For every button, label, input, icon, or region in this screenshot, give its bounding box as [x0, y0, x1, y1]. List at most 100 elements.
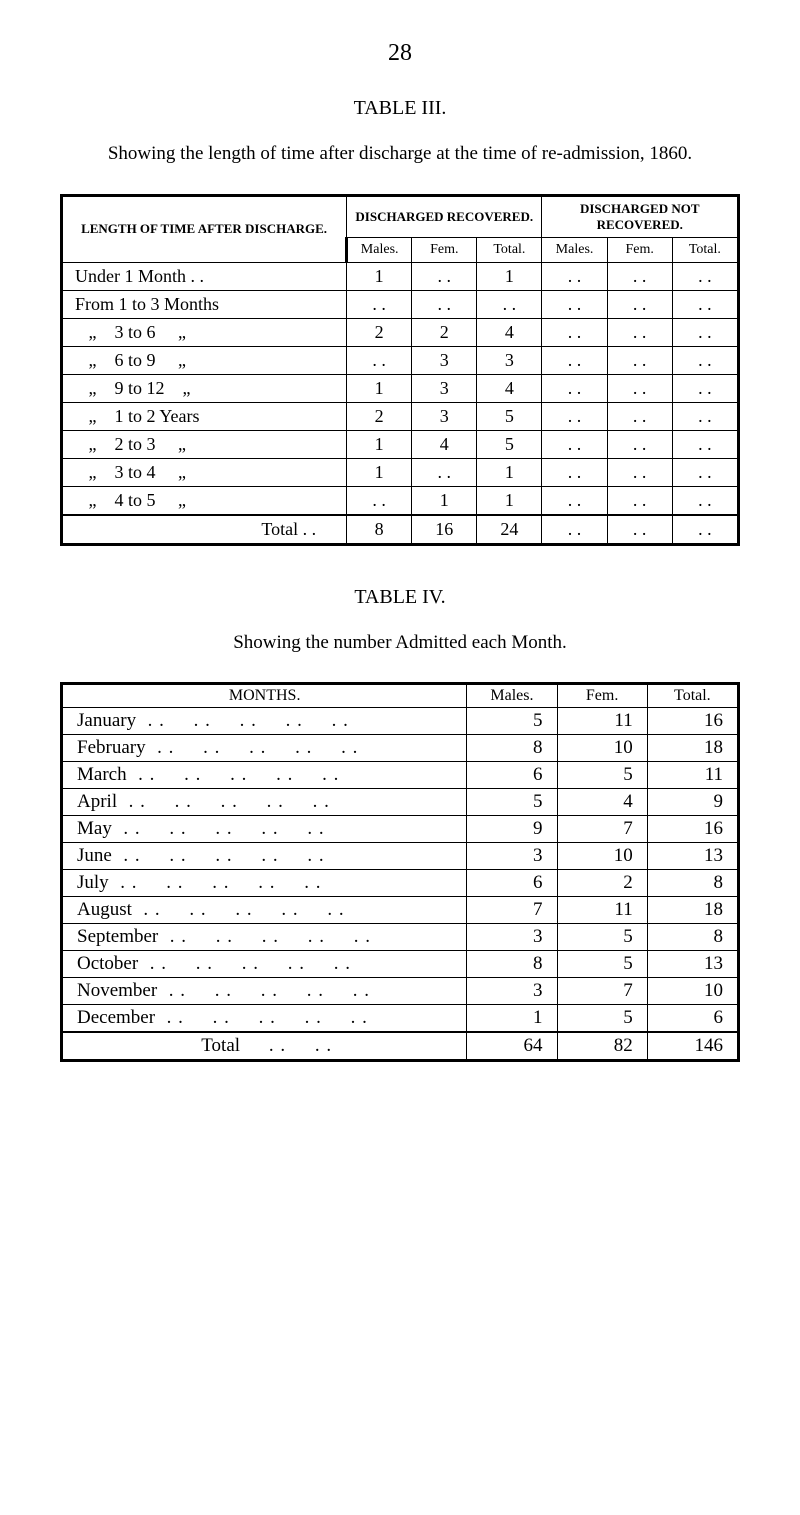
table-row: „ 6 to 9 „. .33. .. .. .	[62, 346, 739, 374]
cell-value: 3	[412, 374, 477, 402]
t3-sub-fem: Fem.	[412, 237, 477, 262]
cell-value: . .	[347, 486, 412, 515]
cell-value: . .	[412, 262, 477, 290]
cell-value: . .	[607, 486, 672, 515]
cell-value: 11	[647, 762, 738, 789]
t3-sub-fem2: Fem.	[607, 237, 672, 262]
t3-rec-head: DISCHARGED RECOVERED.	[347, 195, 542, 237]
month-label: October	[62, 951, 467, 978]
table-row: January51116	[62, 708, 739, 735]
cell-value: 5	[477, 402, 542, 430]
cell-value: . .	[607, 402, 672, 430]
cell-value: . .	[672, 458, 738, 486]
cell-value: . .	[607, 458, 672, 486]
month-label: January	[62, 708, 467, 735]
table-row: July628	[62, 870, 739, 897]
cell-value: 10	[647, 978, 738, 1005]
cell-value: 5	[477, 430, 542, 458]
month-label: May	[62, 816, 467, 843]
t3-sub-males: Males.	[347, 237, 412, 262]
table-row: „ 3 to 4 „1. .1. .. .. .	[62, 458, 739, 486]
cell-value: 5	[467, 789, 557, 816]
t4-col-fem: Fem.	[557, 684, 647, 708]
cell-value: 11	[557, 708, 647, 735]
cell-value: 3	[467, 978, 557, 1005]
table-row: November3710	[62, 978, 739, 1005]
cell-value: 8	[347, 515, 412, 545]
table-row: March6511	[62, 762, 739, 789]
t4-col-males: Males.	[467, 684, 557, 708]
cell-value: . .	[542, 402, 607, 430]
row-label: Under 1 Month . .	[62, 262, 347, 290]
cell-value: 1	[347, 262, 412, 290]
table-row: December156	[62, 1005, 739, 1033]
cell-value: . .	[607, 374, 672, 402]
total-label: Total	[62, 1032, 467, 1061]
cell-value: . .	[672, 262, 738, 290]
cell-value: 16	[412, 515, 477, 545]
cell-value: 2	[557, 870, 647, 897]
table4-heading: TABLE IV.	[60, 586, 740, 609]
cell-value: . .	[542, 430, 607, 458]
cell-value: 18	[647, 735, 738, 762]
cell-value: 64	[467, 1032, 557, 1061]
table-row: „ 4 to 5 „. .11. .. .. .	[62, 486, 739, 515]
table-row: „ 1 to 2 Years235. .. .. .	[62, 402, 739, 430]
row-label: „ 3 to 4 „	[62, 458, 347, 486]
cell-value: . .	[607, 318, 672, 346]
cell-value: 11	[557, 897, 647, 924]
total-label: Total . .	[62, 515, 347, 545]
cell-value: . .	[672, 430, 738, 458]
cell-value: 16	[647, 708, 738, 735]
table4: MONTHS. Males. Fem. Total. January51116F…	[60, 682, 740, 1062]
cell-value: 10	[557, 735, 647, 762]
row-label: „ 3 to 6 „	[62, 318, 347, 346]
cell-value: 6	[467, 870, 557, 897]
cell-value: 8	[647, 924, 738, 951]
cell-value: 9	[647, 789, 738, 816]
cell-value: 9	[467, 816, 557, 843]
month-label: August	[62, 897, 467, 924]
total-row: Total6482146	[62, 1032, 739, 1061]
month-label: April	[62, 789, 467, 816]
cell-value: . .	[542, 515, 607, 545]
page-number: 28	[60, 40, 740, 67]
cell-value: . .	[542, 290, 607, 318]
cell-value: 4	[477, 374, 542, 402]
cell-value: . .	[347, 290, 412, 318]
table-row: „ 3 to 6 „224. .. .. .	[62, 318, 739, 346]
cell-value: . .	[672, 290, 738, 318]
cell-value: 1	[412, 486, 477, 515]
t4-col-months: MONTHS.	[62, 684, 467, 708]
cell-value: 1	[477, 486, 542, 515]
total-row: Total . .81624. .. .. .	[62, 515, 739, 545]
cell-value: 8	[467, 735, 557, 762]
cell-value: 24	[477, 515, 542, 545]
t3-notrec-head: DISCHARGED NOT RECOVERED.	[542, 195, 739, 237]
cell-value: 3	[412, 402, 477, 430]
cell-value: . .	[672, 374, 738, 402]
cell-value: 1	[477, 262, 542, 290]
cell-value: . .	[542, 458, 607, 486]
cell-value: . .	[672, 486, 738, 515]
month-label: February	[62, 735, 467, 762]
cell-value: . .	[607, 430, 672, 458]
row-label: „ 6 to 9 „	[62, 346, 347, 374]
row-label: „ 9 to 12 „	[62, 374, 347, 402]
month-label: September	[62, 924, 467, 951]
table3-caption: Showing the length of time after dischar…	[90, 140, 710, 169]
t4-col-total: Total.	[647, 684, 738, 708]
t3-sub-males2: Males.	[542, 237, 607, 262]
cell-value: 2	[412, 318, 477, 346]
table-row: „ 9 to 12 „134. .. .. .	[62, 374, 739, 402]
row-label: From 1 to 3 Months	[62, 290, 347, 318]
month-label: November	[62, 978, 467, 1005]
cell-value: 1	[347, 374, 412, 402]
cell-value: 13	[647, 843, 738, 870]
cell-value: . .	[542, 262, 607, 290]
month-label: June	[62, 843, 467, 870]
t3-left-head: LENGTH OF TIME AFTER DISCHARGE.	[62, 195, 347, 262]
table-row: October8513	[62, 951, 739, 978]
table-row: „ 2 to 3 „145. .. .. .	[62, 430, 739, 458]
cell-value: 16	[647, 816, 738, 843]
